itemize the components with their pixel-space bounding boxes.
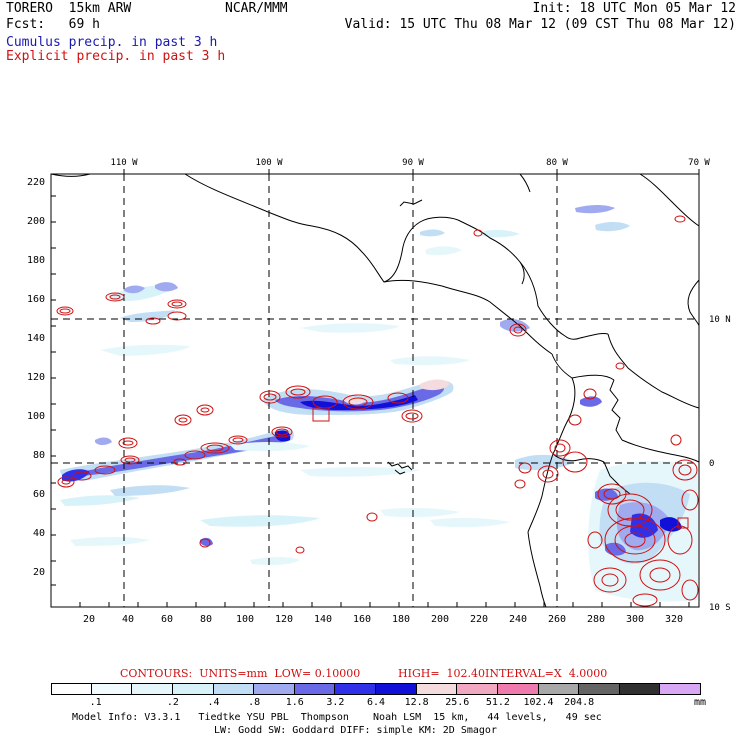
center-label: NCAR/MMM: [225, 1, 288, 16]
svg-text:40: 40: [33, 528, 45, 539]
svg-text:140: 140: [314, 614, 332, 625]
longitude-labels: 110 W 100 W 90 W 80 W 70 W: [110, 158, 710, 168]
svg-text:120: 120: [275, 614, 293, 625]
precip-shading: [60, 205, 698, 602]
svg-text:280: 280: [587, 614, 605, 625]
legend-explicit: Explicit precip. in past 3 h: [6, 49, 226, 64]
svg-text:240: 240: [509, 614, 527, 625]
legend-cumulus: Cumulus precip. in past 3 h: [6, 35, 218, 50]
svg-text:60: 60: [161, 614, 173, 625]
svg-text:140: 140: [27, 333, 45, 344]
svg-text:200: 200: [431, 614, 449, 625]
svg-text:90 W: 90 W: [402, 158, 424, 168]
colorbar-swatch: [579, 683, 620, 695]
svg-text:200: 200: [27, 216, 45, 227]
colorbar-label: 102.4: [523, 697, 554, 708]
svg-text:20: 20: [83, 614, 95, 625]
colorbar-swatch: [376, 683, 417, 695]
y-tick-labels: 20 40 60 80 100 120 140 160 180 200 220: [27, 177, 45, 578]
svg-text:70 W: 70 W: [688, 158, 710, 168]
colorbar-swatch: [416, 683, 458, 695]
latitude-labels: 10 N 0 10 S: [709, 315, 731, 613]
colorbar-label: .1: [89, 697, 102, 708]
contour-interval: INTERVAL=X 4.0000: [485, 667, 608, 680]
svg-text:80: 80: [200, 614, 212, 625]
svg-text:100 W: 100 W: [255, 158, 283, 168]
model-info-line: Model Info: V3.3.1 Tiedtke YSU PBL Thomp…: [72, 712, 602, 723]
svg-text:160: 160: [27, 294, 45, 305]
contour-units: CONTOURS: UNITS=mm LOW= 0.10000: [120, 667, 361, 680]
colorbar-swatch: [51, 683, 92, 695]
init-time: Init: 18 UTC Mon 05 Mar 12: [532, 1, 737, 16]
colorbar-swatch: [335, 683, 376, 695]
colorbar-label: 51.2: [485, 697, 510, 708]
colorbar-swatch: [254, 683, 295, 695]
colorbar-swatch: [91, 683, 133, 695]
svg-text:110 W: 110 W: [110, 158, 138, 168]
colorbar-label: 12.8: [404, 697, 429, 708]
colorbar-label: .8: [248, 697, 261, 708]
svg-text:100: 100: [236, 614, 254, 625]
svg-text:220: 220: [470, 614, 488, 625]
explicit-precip-contours: [56, 215, 699, 607]
coastlines: [50, 173, 700, 608]
valid-time: Valid: 15 UTC Thu 08 Mar 12 (09 CST Thu …: [344, 17, 736, 32]
colorbar-label: 25.6: [445, 697, 470, 708]
svg-text:10 S: 10 S: [709, 603, 731, 613]
colorbar-label: 3.2: [326, 697, 345, 708]
colorbar-swatch: [172, 683, 214, 695]
svg-text:40: 40: [122, 614, 134, 625]
colorbar-unit: mm: [694, 697, 707, 708]
svg-text:260: 260: [548, 614, 566, 625]
contour-high: HIGH= 102.40: [398, 667, 486, 680]
colorbar-swatch: [497, 683, 539, 695]
svg-text:160: 160: [353, 614, 371, 625]
forecast-hour: Fcst: 69 h: [6, 17, 100, 32]
svg-text:100: 100: [27, 411, 45, 422]
axis-ticks: [51, 169, 700, 607]
colorbar-label: 204.8: [564, 697, 595, 708]
colorbar-swatch: [660, 683, 701, 695]
svg-text:80 W: 80 W: [546, 158, 568, 168]
svg-text:10 N: 10 N: [709, 315, 731, 325]
colorbar-swatch: [538, 683, 580, 695]
svg-text:0: 0: [709, 459, 714, 469]
colorbar-label: .4: [207, 697, 220, 708]
colorbar-label: 1.6: [285, 697, 304, 708]
colorbar-label: 6.4: [366, 697, 386, 708]
svg-text:120: 120: [27, 372, 45, 383]
svg-text:20: 20: [33, 567, 45, 578]
svg-text:320: 320: [665, 614, 683, 625]
svg-text:80: 80: [33, 450, 45, 461]
colorbar-swatch: [294, 683, 336, 695]
colorbar-swatch: [457, 683, 498, 695]
colorbar-swatch: [132, 683, 173, 695]
svg-text:300: 300: [626, 614, 644, 625]
physics-info-line: LW: Godd SW: Goddard DIFF: simple KM: 2D…: [214, 725, 497, 736]
colorbar-swatch: [213, 683, 255, 695]
x-tick-labels: 20 40 60 80 100 120 140 160 180 200 220 …: [83, 614, 683, 625]
svg-text:60: 60: [33, 489, 45, 500]
svg-text:180: 180: [392, 614, 410, 625]
svg-text:180: 180: [27, 255, 45, 266]
model-title: TORERO 15km ARW: [6, 1, 132, 16]
colorbar-label: .2: [166, 697, 179, 708]
colorbar-swatch: [619, 683, 661, 695]
svg-text:220: 220: [27, 177, 45, 188]
